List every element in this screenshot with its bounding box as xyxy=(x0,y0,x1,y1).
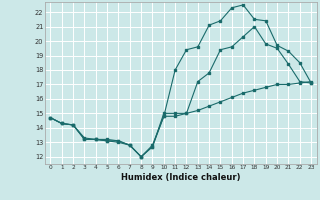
X-axis label: Humidex (Indice chaleur): Humidex (Indice chaleur) xyxy=(121,173,241,182)
